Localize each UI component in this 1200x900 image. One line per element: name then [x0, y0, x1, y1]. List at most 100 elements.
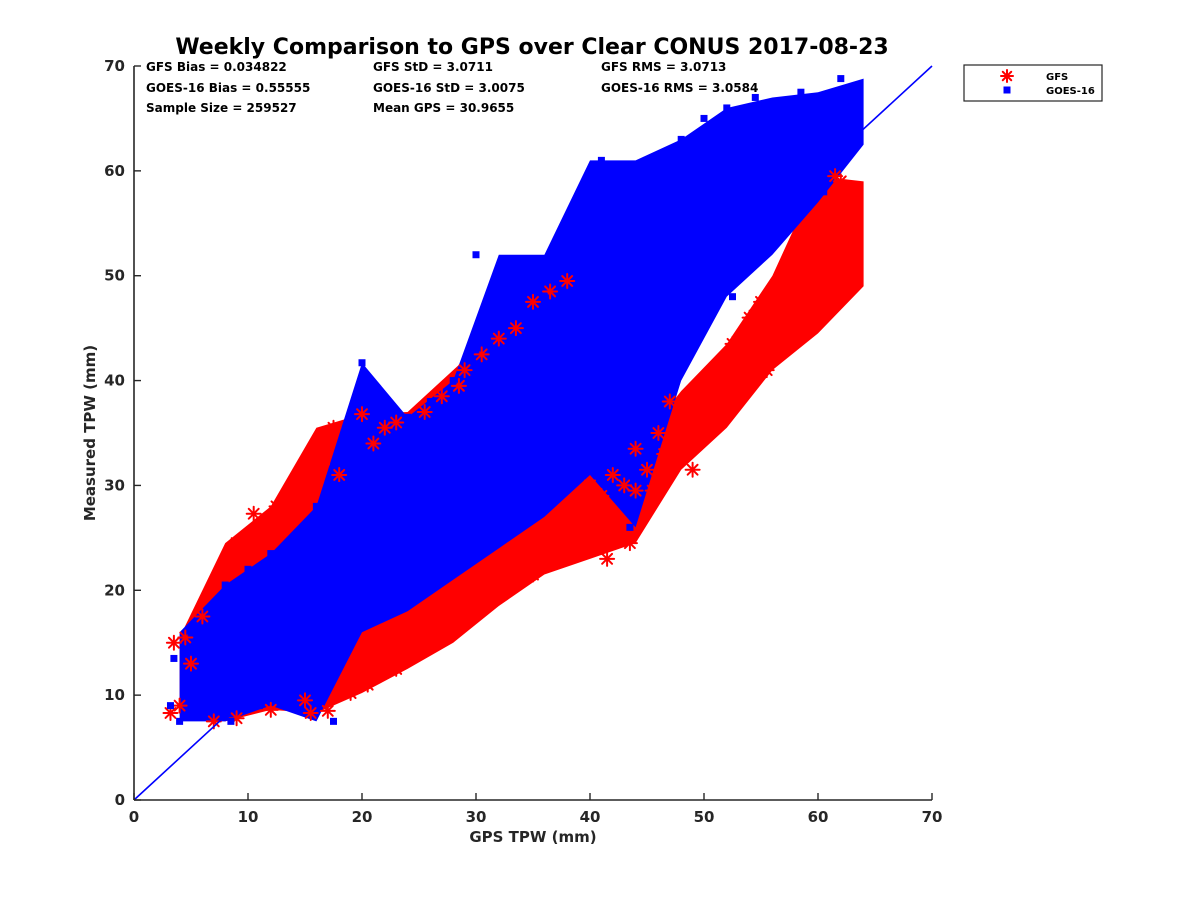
goes-16-point	[335, 481, 343, 489]
asterisk-stroke	[447, 610, 460, 623]
asterisk-stroke	[333, 468, 346, 481]
goes-16-point	[472, 345, 480, 353]
asterisk-stroke	[618, 479, 631, 492]
gfs-point	[713, 362, 730, 379]
asterisk-stroke	[452, 379, 465, 392]
legend-goes-marker	[1003, 86, 1011, 94]
x-axis-label: GPS TPW (mm)	[469, 828, 596, 846]
asterisk-stroke	[629, 484, 642, 497]
asterisk-stroke	[304, 707, 317, 719]
goes-16-point	[187, 628, 195, 636]
gfs-point	[832, 278, 849, 295]
asterisk-stroke	[715, 364, 728, 377]
gfs-point	[547, 535, 564, 552]
goes-16-point	[700, 114, 708, 122]
asterisk-stroke	[572, 531, 585, 544]
goes-16-point	[540, 293, 548, 301]
goes-16-point	[757, 251, 765, 259]
asterisk-stroke	[843, 217, 856, 230]
goes-16-point	[632, 272, 640, 280]
goes-16-point	[643, 156, 651, 164]
goes-16-point	[540, 398, 548, 406]
goes-16-point	[569, 471, 577, 479]
asterisk-stroke	[164, 707, 177, 719]
gfs-point	[707, 404, 724, 421]
goes-16-point	[563, 356, 571, 364]
asterisk-stroke	[367, 437, 380, 450]
asterisk-stroke	[658, 448, 671, 460]
stat-goes-bias: GOES-16 Bias = 0.55555	[146, 81, 310, 95]
goes-16-point	[369, 565, 377, 573]
goes-16-point	[495, 314, 503, 322]
x-tick-label: 20	[352, 808, 373, 826]
asterisk-stroke	[299, 694, 311, 707]
gfs-point	[479, 587, 496, 604]
stat-mean-gps: Mean GPS = 30.9655	[373, 101, 514, 115]
gfs-point	[627, 440, 644, 457]
gfs-point	[582, 477, 598, 494]
one-to-one-line	[133, 65, 933, 801]
asterisk-stroke	[823, 269, 836, 282]
gfs-point	[815, 215, 832, 232]
gfs-point	[673, 409, 690, 426]
gfs-point	[841, 204, 858, 221]
gfs-point	[787, 325, 804, 342]
gfs-point	[718, 372, 735, 389]
goes-16-point	[489, 298, 497, 306]
gfs-point	[450, 377, 467, 394]
gfs-point	[593, 487, 610, 504]
asterisk-stroke	[247, 507, 260, 520]
goes-16-point	[677, 135, 685, 143]
goes-16-point	[586, 209, 594, 217]
gfs-point	[770, 299, 787, 316]
asterisk-stroke	[749, 332, 762, 345]
goes-16-point	[233, 649, 241, 657]
goes-16-point	[415, 523, 423, 531]
asterisk-stroke	[641, 463, 653, 476]
asterisk-stroke	[196, 610, 209, 623]
goes-16-point	[666, 172, 674, 180]
gfs-point	[821, 199, 838, 216]
asterisk-stroke	[812, 233, 824, 245]
goes-16-point	[461, 481, 469, 489]
asterisk-stroke	[698, 421, 710, 434]
goes-16-point	[597, 156, 605, 164]
asterisk-stroke	[413, 642, 425, 654]
gfs-point	[821, 267, 838, 284]
stat-goes-std: GOES-16 StD = 3.0075	[373, 81, 525, 95]
gfs-point	[696, 419, 712, 436]
asterisk-stroke	[772, 301, 785, 314]
goes-16-point	[626, 523, 634, 531]
asterisk-stroke	[167, 636, 180, 649]
gfs-point	[650, 425, 667, 441]
x-tick-label: 70	[922, 808, 943, 826]
y-tick-label: 60	[104, 162, 125, 180]
gfs-point	[838, 236, 855, 253]
goes-16-point	[166, 702, 174, 710]
gfs-point	[257, 524, 274, 541]
gfs-point	[228, 535, 245, 552]
gfs-point	[297, 692, 313, 709]
goes-16-point	[797, 88, 805, 96]
gfs-point	[758, 362, 775, 379]
y-tick-label: 0	[115, 791, 125, 809]
gfs-point	[582, 540, 598, 557]
gfs-point	[245, 505, 262, 522]
goes-16-point	[483, 544, 491, 552]
gfs-point	[422, 634, 439, 651]
asterisk-stroke	[686, 463, 699, 476]
asterisk-stroke	[584, 542, 596, 555]
gfs-point	[701, 393, 718, 410]
goes-16-point	[609, 419, 617, 427]
asterisk-stroke	[766, 327, 779, 340]
asterisk-stroke	[504, 568, 517, 581]
legend-goes-label: GOES-16	[1046, 86, 1095, 97]
goes-16-point	[227, 717, 235, 725]
goes-16-point	[278, 607, 286, 615]
asterisk-stroke	[834, 280, 847, 293]
gfs-point	[775, 314, 792, 331]
asterisk-stroke	[652, 427, 665, 439]
legend: GFS GOES-16	[963, 64, 1103, 102]
goes-16-point	[825, 162, 833, 170]
asterisk-stroke	[834, 175, 847, 188]
